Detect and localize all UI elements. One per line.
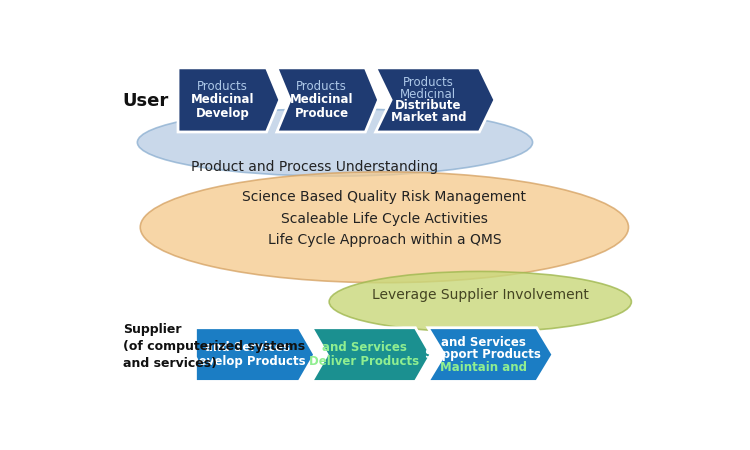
Text: and Services: and Services	[322, 341, 406, 354]
Polygon shape	[376, 68, 495, 132]
Text: Medicinal: Medicinal	[400, 88, 456, 101]
Text: Products: Products	[296, 80, 347, 93]
Text: Develop Products: Develop Products	[189, 355, 305, 368]
Ellipse shape	[137, 108, 532, 176]
Text: and Services: and Services	[205, 341, 290, 354]
Polygon shape	[428, 328, 553, 382]
Text: Products: Products	[403, 76, 454, 89]
Polygon shape	[178, 68, 280, 132]
Text: Medicinal: Medicinal	[190, 94, 254, 106]
Text: User: User	[123, 92, 169, 110]
Ellipse shape	[329, 271, 632, 332]
Text: Support Products: Support Products	[425, 348, 541, 361]
Text: Science Based Quality Risk Management: Science Based Quality Risk Management	[242, 190, 526, 204]
Text: Scaleable Life Cycle Activities: Scaleable Life Cycle Activities	[281, 212, 488, 225]
Text: Medicinal: Medicinal	[290, 94, 353, 106]
Polygon shape	[312, 328, 430, 382]
Text: Products: Products	[196, 80, 248, 93]
Text: Produce: Produce	[295, 107, 349, 120]
Polygon shape	[277, 68, 379, 132]
Text: Market and: Market and	[391, 111, 466, 124]
Text: Life Cycle Approach within a QMS: Life Cycle Approach within a QMS	[268, 233, 501, 247]
Text: Leverage Supplier Involvement: Leverage Supplier Involvement	[372, 288, 589, 302]
Text: Supplier
(of computerized systems
and services): Supplier (of computerized systems and se…	[123, 323, 305, 370]
Text: Distribute: Distribute	[395, 99, 461, 112]
Text: Maintain and: Maintain and	[440, 360, 526, 374]
Text: Deliver Products: Deliver Products	[309, 355, 419, 368]
Polygon shape	[196, 328, 315, 382]
Text: and Services: and Services	[441, 336, 526, 349]
Ellipse shape	[140, 172, 628, 283]
Text: Develop: Develop	[196, 107, 249, 120]
Text: Product and Process Understanding: Product and Process Understanding	[191, 160, 438, 174]
